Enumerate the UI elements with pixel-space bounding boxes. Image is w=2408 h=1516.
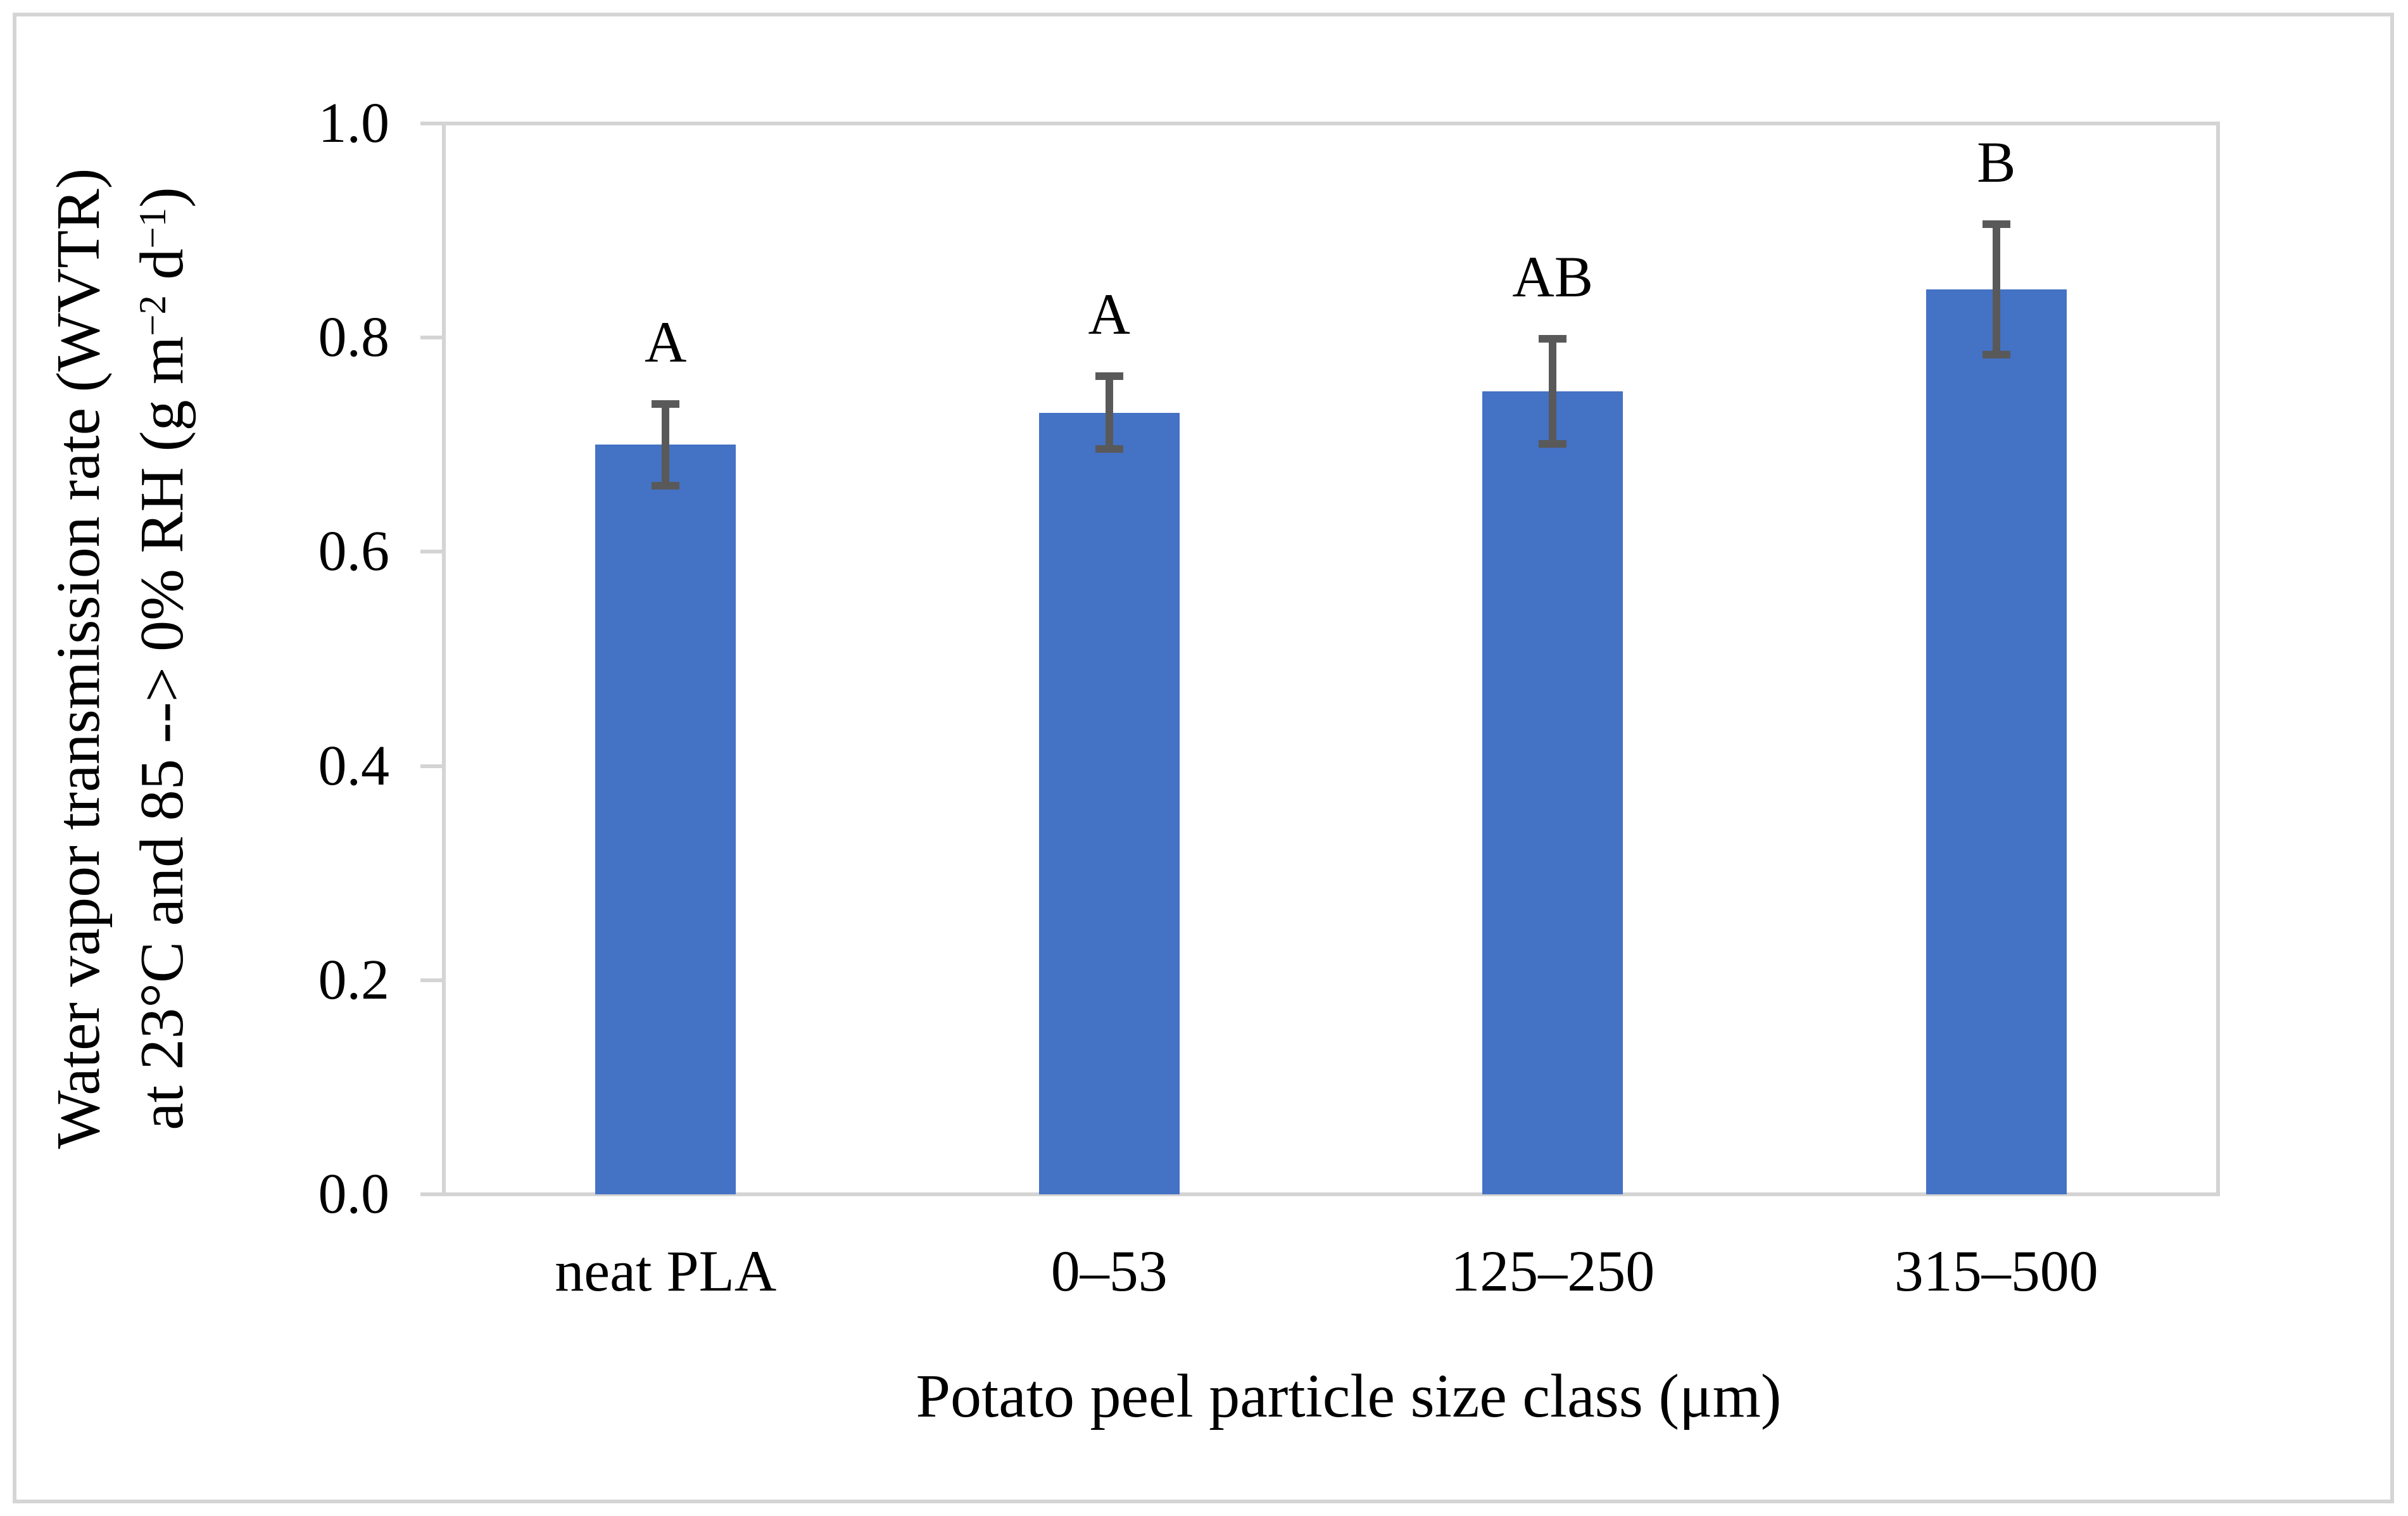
y-tick-label: 0.0 [318,1163,390,1225]
error-bar-cap-bottom [1095,445,1123,453]
plot-border-bottom [442,1192,2220,1196]
plot-border-left [442,122,446,1196]
category-label: 315–500 [1894,1239,2098,1303]
bar [595,445,736,1194]
category-label: 0–53 [1050,1239,1168,1303]
error-bar-cap-top [1539,334,1567,343]
significance-letter: A [645,310,687,375]
y-tick-label: 0.8 [318,306,390,369]
y-axis-title-line2-seg: ) [128,187,196,208]
y-axis-title-line1: Water vapor transmission rate (WVTR) [44,168,113,1149]
error-bar-cap-bottom [652,481,680,490]
error-bar-cap-bottom [1982,351,2010,359]
significance-letter: A [1088,282,1130,347]
y-tick-label: 0.4 [318,734,390,797]
error-bar-cap-top [652,400,680,408]
y-tick [420,978,442,982]
bar [1038,412,1180,1194]
plot-border-right [2216,122,2220,1196]
y-tick [420,550,442,554]
y-axis-title-line2-seg: −2 [131,295,174,336]
error-bar-line [1549,338,1557,444]
error-bar-line [1105,376,1113,450]
y-tick-label: 0.6 [318,520,390,583]
error-bar-cap-top [1982,220,2010,228]
category-label: 125–250 [1451,1239,1655,1303]
y-axis-title: Water vapor transmission rate (WVTR) at … [37,0,208,1355]
error-bar-cap-top [1095,372,1123,381]
y-tick-label: 0.2 [318,948,390,1011]
y-axis-title-line2-seg: d [128,248,196,296]
error-bar-line [662,404,670,486]
category-label: neat PLA [555,1239,777,1303]
y-axis-title-line2-seg: −1 [131,207,174,249]
y-tick [420,1192,442,1196]
significance-letter: B [1977,129,2016,194]
y-tick [420,764,442,768]
y-axis-title-line2: at 23°C and 85 --> 0% RH (g m−2 d−1) [120,0,212,1355]
figure-outer-border [13,13,2394,1503]
bar [1482,391,1623,1194]
y-axis-title-line2-seg: at 23°C and 85 --> 0% RH (g m [128,336,196,1130]
plot-border-top [442,122,2220,125]
significance-letter: AB [1512,244,1594,309]
bar [1926,289,2067,1194]
error-bar-cap-bottom [1539,439,1567,448]
y-tick-label: 1.0 [318,92,390,155]
error-bar-line [1992,224,2000,355]
y-tick [420,122,442,125]
y-tick [420,336,442,340]
x-axis-title: Potato peel particle size class (μm) [916,1362,1782,1431]
